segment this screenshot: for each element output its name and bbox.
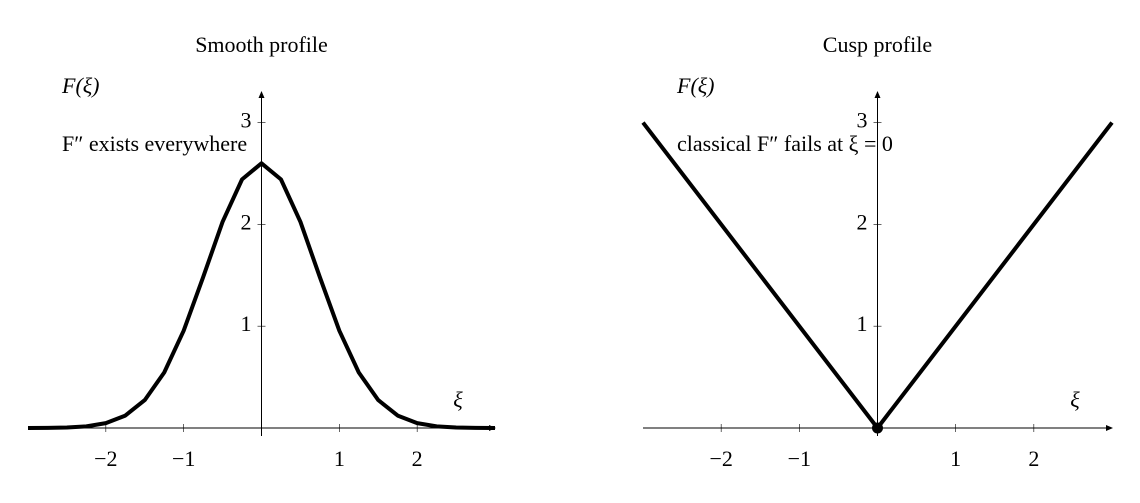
y-tick-label: 1 bbox=[857, 311, 868, 336]
y-tick-label: 3 bbox=[857, 108, 868, 133]
x-tick-label: 2 bbox=[412, 446, 423, 471]
x-tick-label: −2 bbox=[94, 446, 117, 471]
x-axis-label: ξ bbox=[453, 387, 463, 412]
annotation: classical F″ fails at ξ = 0 bbox=[677, 131, 893, 156]
x-tick-label: −1 bbox=[788, 446, 811, 471]
y-tick-label: 1 bbox=[241, 311, 252, 336]
x-axis-label: ξ bbox=[1070, 387, 1080, 412]
x-tick-label: 1 bbox=[334, 446, 345, 471]
y-axis-label: F(ξ) bbox=[61, 73, 100, 98]
y-axis-label: F(ξ) bbox=[676, 73, 715, 98]
y-tick-label: 3 bbox=[241, 108, 252, 133]
chart-title: Cusp profile bbox=[823, 32, 932, 57]
annotation: F″ exists everywhere bbox=[62, 131, 247, 156]
x-tick-label: 1 bbox=[950, 446, 961, 471]
point-marker bbox=[872, 422, 883, 434]
x-tick-label: −1 bbox=[172, 446, 195, 471]
chart-title: Smooth profile bbox=[195, 32, 328, 57]
curve bbox=[27, 161, 496, 430]
y-tick-label: 2 bbox=[241, 209, 252, 234]
y-tick-label: 2 bbox=[857, 209, 868, 234]
x-tick-label: −2 bbox=[709, 446, 732, 471]
x-tick-label: 2 bbox=[1028, 446, 1039, 471]
